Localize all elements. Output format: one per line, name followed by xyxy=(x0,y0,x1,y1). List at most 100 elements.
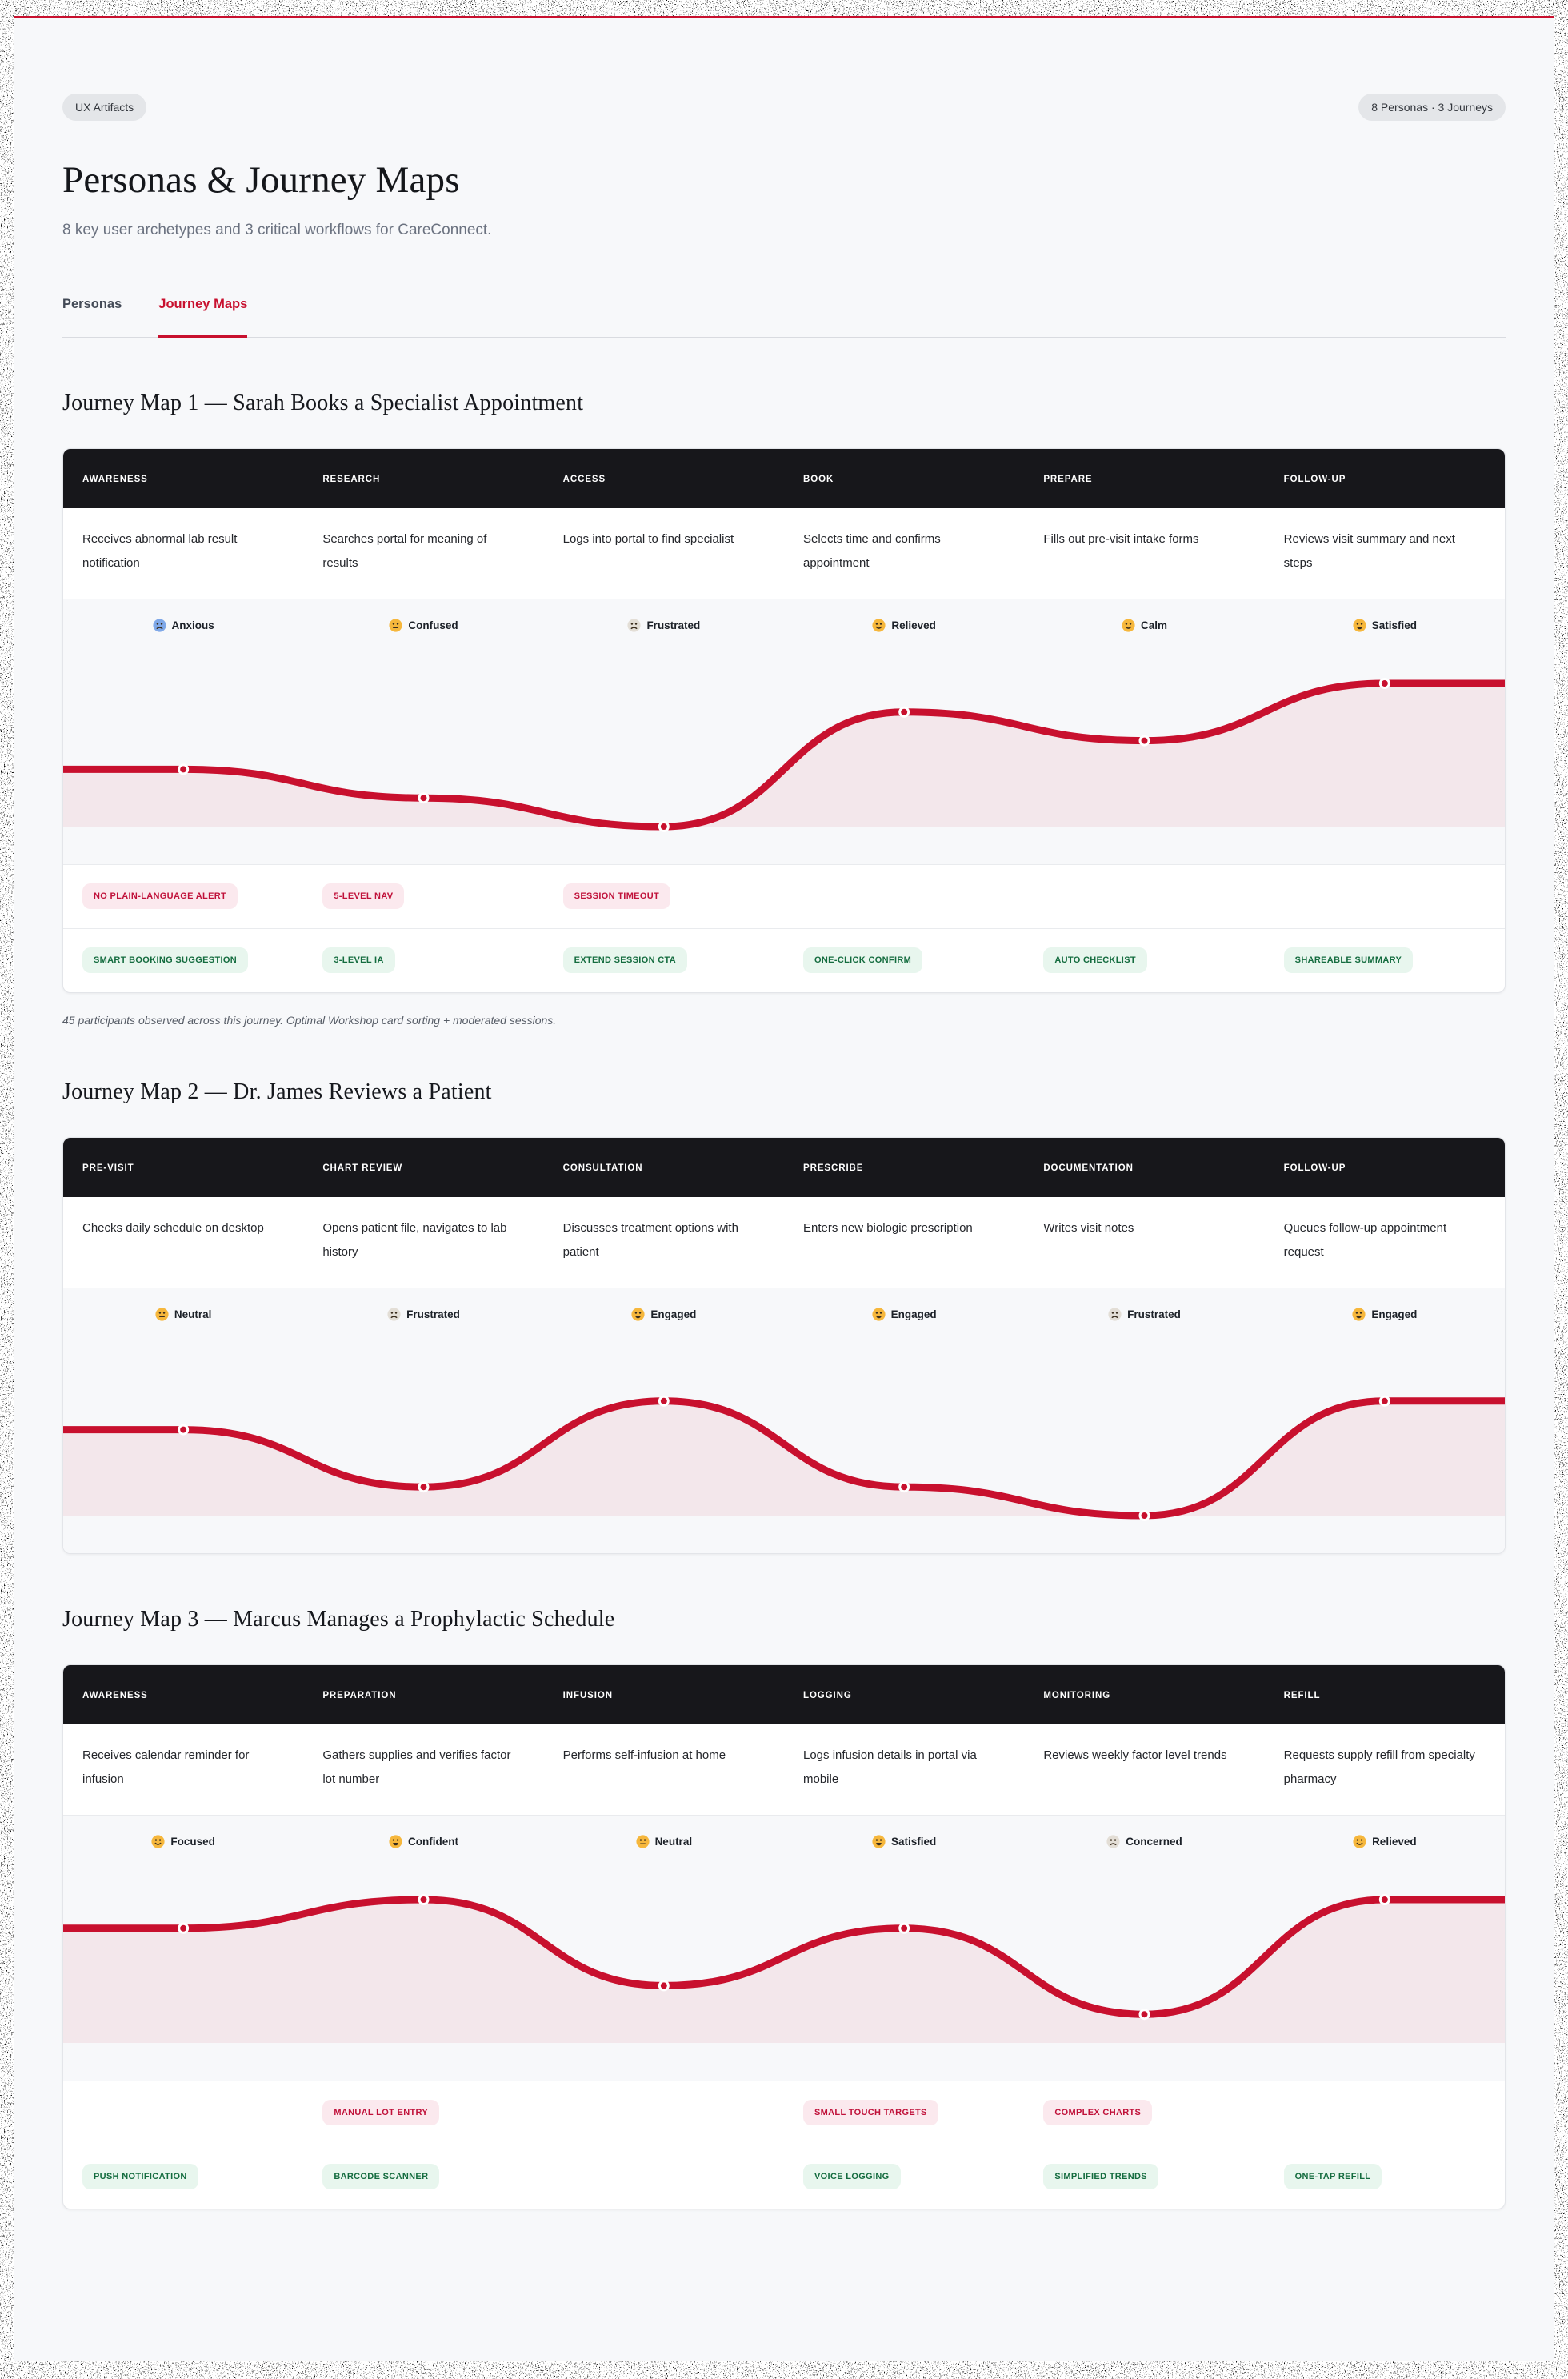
emotion-cell: Satisfied xyxy=(1265,619,1505,632)
pain-pill: COMPLEX CHARTS xyxy=(1043,2100,1153,2126)
action-cell: Requests supply refill from specialty ph… xyxy=(1265,1724,1505,1815)
emotion-point xyxy=(178,763,190,775)
satisfied-face-icon xyxy=(1353,619,1366,632)
stage-label: Awareness xyxy=(82,474,148,484)
journey-3-title: Journey Map 3 — Marcus Manages a Prophyl… xyxy=(62,1606,615,1632)
pain-cell: 5-LEVEL NAV xyxy=(303,883,543,910)
tab-personas[interactable]: Personas xyxy=(62,296,122,311)
stage-header-cell: Pre-visit xyxy=(63,1138,303,1197)
emotion-curve-chart-3 xyxy=(63,1893,1505,2043)
stage-label: Research xyxy=(322,474,381,484)
header-badges: UX Artifacts 8 Personas · 3 Journeys xyxy=(62,94,1506,121)
tab-journey-maps[interactable]: Journey Maps xyxy=(158,297,247,338)
opp-cell: AUTO CHECKLIST xyxy=(1024,947,1264,974)
page-subtitle: 8 key user archetypes and 3 critical wor… xyxy=(62,221,492,238)
action-text: Opens patient file, navigates to lab his… xyxy=(322,1220,507,1259)
opp-cell: SIMPLIFIED TRENDS xyxy=(1024,2164,1264,2190)
journey-2-section: Journey Map 2 — Dr. James Reviews a Pati… xyxy=(62,1079,1506,1554)
emotion-cell: Engaged xyxy=(784,1308,1024,1321)
emotion-point xyxy=(1138,1509,1150,1521)
action-cell: Selects time and confirms appointment xyxy=(784,508,1024,599)
focused-face-icon xyxy=(151,1835,165,1848)
pain-pill: MANUAL LOT ENTRY xyxy=(322,2100,440,2126)
emotion-label: Concerned xyxy=(1126,1835,1182,1848)
journey-3-actions-row: Receives calendar reminder for infusion G… xyxy=(63,1724,1505,1815)
action-cell: Logs into portal to find specialist xyxy=(544,508,784,599)
journey-3-emotion-chart: Focused Confident Neutral Satisfied Conc… xyxy=(63,1814,1505,2081)
opp-pill: SIMPLIFIED TRENDS xyxy=(1043,2164,1158,2190)
stage-header-cell: Follow-up xyxy=(1265,1138,1505,1197)
emotion-label: Calm xyxy=(1140,619,1167,631)
stage-header-cell: Awareness xyxy=(63,449,303,508)
stage-label: Monitoring xyxy=(1043,1690,1111,1700)
counts-badge: 8 Personas · 3 Journeys xyxy=(1358,94,1506,121)
journey-1-title: Journey Map 1 — Sarah Books a Specialist… xyxy=(62,390,584,415)
emotion-cell: Focused xyxy=(63,1835,303,1848)
emotion-label: Satisfied xyxy=(1371,619,1417,631)
journey-1-opportunities-row: SMART BOOKING SUGGESTION 3-LEVEL IA EXTEND… xyxy=(63,927,1505,992)
action-text: Searches portal for meaning of results xyxy=(322,531,487,570)
journey-3-opportunities-row: PUSH NOTIFICATION BARCODE SCANNER VOICE LO… xyxy=(63,2144,1505,2209)
stage-label: Logging xyxy=(803,1690,852,1700)
emotion-point xyxy=(418,1893,430,1905)
opp-cell: ONE-TAP REFILL xyxy=(1265,2164,1505,2190)
opp-pill: SHAREABLE SUMMARY xyxy=(1283,947,1414,974)
stage-label: Refill xyxy=(1283,1690,1321,1700)
opp-cell: EXTEND SESSION CTA xyxy=(544,947,784,974)
action-text: Gathers supplies and verifies factor lot… xyxy=(322,1748,511,1786)
pain-pill: NO PLAIN-LANGUAGE ALERT xyxy=(82,883,238,910)
emotion-point xyxy=(178,1424,190,1436)
opp-cell: VOICE LOGGING xyxy=(784,2164,1024,2190)
action-text: Receives abnormal lab result notificatio… xyxy=(82,531,238,570)
emotion-point xyxy=(658,1395,670,1407)
emotion-point xyxy=(898,1480,910,1492)
emotion-label: Engaged xyxy=(650,1308,697,1320)
stage-header-cell: Access xyxy=(544,449,784,508)
journey-1-stage-header: Awareness Research Access Book Prepare Follow… xyxy=(63,448,1505,508)
stage-label: Follow-up xyxy=(1283,474,1346,484)
pain-pill: SESSION TIMEOUT xyxy=(562,883,671,910)
opp-cell: SMART BOOKING SUGGESTION xyxy=(63,947,303,974)
journey-1-emotion-chart: Anxious Confused Frustrated Relieved Cal… xyxy=(63,598,1505,864)
emotion-cell: Neutral xyxy=(544,1835,784,1848)
emotion-label: Confident xyxy=(407,1835,458,1848)
page: UX Artifacts 8 Personas · 3 Journeys Per… xyxy=(14,16,1554,2361)
emotion-point xyxy=(178,1922,190,1934)
action-cell: Searches portal for meaning of results xyxy=(303,508,543,599)
stage-header-cell: Research xyxy=(303,449,543,508)
pain-cell: COMPLEX CHARTS xyxy=(1024,2100,1264,2126)
stage-header-cell: Consultation xyxy=(544,1138,784,1197)
emotion-point xyxy=(898,706,910,718)
emotion-label: Confused xyxy=(408,619,458,631)
journey-1-actions-row: Receives abnormal lab result notificatio… xyxy=(63,508,1505,599)
stage-label: Follow-up xyxy=(1283,1163,1346,1173)
action-cell: Fills out pre-visit intake forms xyxy=(1024,508,1264,599)
emotion-label: Frustrated xyxy=(646,619,701,631)
action-text: Queues follow-up appointment request xyxy=(1283,1220,1447,1259)
pain-cell: SMALL TOUCH TARGETS xyxy=(784,2100,1024,2126)
stage-header-cell: Prescribe xyxy=(784,1138,1024,1197)
action-cell: Receives calendar reminder for infusion xyxy=(63,1724,303,1815)
action-cell: Logs infusion details in portal via mobi… xyxy=(784,1724,1024,1815)
opp-pill: AUTO CHECKLIST xyxy=(1043,947,1147,974)
action-text: Selects time and confirms appointment xyxy=(803,531,941,570)
opp-pill: VOICE LOGGING xyxy=(803,2164,901,2190)
engaged-face-icon xyxy=(872,1308,886,1321)
emotion-cell: Satisfied xyxy=(784,1835,1024,1848)
emotion-label: Anxious xyxy=(171,619,214,631)
stage-label: Awareness xyxy=(82,1690,148,1700)
action-text: Requests supply refill from specialty ph… xyxy=(1283,1748,1475,1786)
frustrated-face-icon xyxy=(387,1308,401,1321)
opp-pill: ONE-TAP REFILL xyxy=(1283,2164,1382,2190)
opp-cell: ONE-CLICK CONFIRM xyxy=(784,947,1024,974)
confused-face-icon xyxy=(389,619,402,632)
stage-header-cell: Prepare xyxy=(1024,449,1264,508)
stage-label: Prepare xyxy=(1043,474,1093,484)
pain-cell: MANUAL LOT ENTRY xyxy=(303,2100,543,2126)
emotion-point xyxy=(418,791,430,803)
opp-pill: SMART BOOKING SUGGESTION xyxy=(82,947,249,974)
relieved-face-icon xyxy=(872,619,886,632)
emotion-point xyxy=(1378,1395,1390,1407)
emotion-label-row: Neutral Frustrated Engaged Engaged Frust… xyxy=(63,1308,1505,1321)
emotion-label: Relieved xyxy=(1372,1835,1417,1848)
